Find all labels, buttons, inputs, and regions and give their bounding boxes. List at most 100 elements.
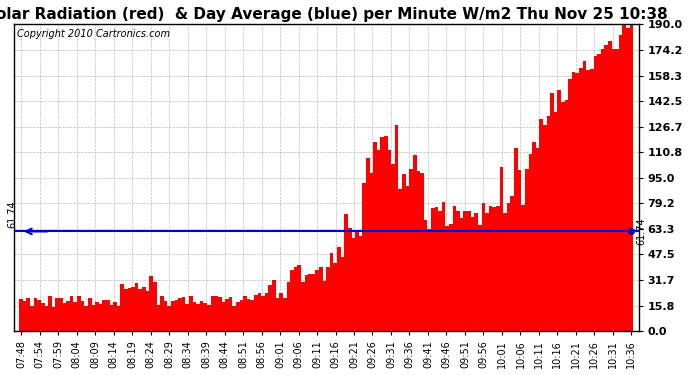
Bar: [319, 267, 323, 331]
Bar: [561, 102, 564, 331]
Bar: [315, 270, 319, 331]
Bar: [279, 293, 283, 331]
Bar: [622, 24, 626, 331]
Bar: [92, 305, 95, 331]
Bar: [312, 274, 315, 331]
Bar: [88, 298, 92, 331]
Bar: [391, 164, 395, 331]
Bar: [413, 155, 417, 331]
Bar: [120, 284, 124, 331]
Bar: [601, 49, 604, 331]
Bar: [435, 207, 438, 331]
Bar: [189, 296, 193, 331]
Bar: [149, 276, 153, 331]
Bar: [157, 305, 160, 331]
Bar: [333, 263, 337, 331]
Bar: [26, 297, 30, 331]
Bar: [493, 207, 496, 331]
Bar: [590, 69, 593, 331]
Bar: [146, 291, 149, 331]
Bar: [518, 170, 521, 331]
Bar: [449, 224, 453, 331]
Bar: [442, 202, 446, 331]
Bar: [629, 24, 633, 331]
Bar: [153, 282, 157, 331]
Bar: [579, 68, 582, 331]
Bar: [489, 206, 493, 331]
Bar: [113, 302, 117, 331]
Bar: [366, 158, 370, 331]
Bar: [611, 49, 615, 331]
Bar: [99, 304, 102, 331]
Bar: [175, 300, 178, 331]
Bar: [110, 305, 113, 331]
Bar: [496, 207, 500, 331]
Bar: [117, 306, 120, 331]
Bar: [337, 247, 341, 331]
Bar: [52, 307, 55, 331]
Bar: [262, 296, 265, 331]
Bar: [204, 303, 207, 331]
Bar: [290, 270, 294, 331]
Title: Solar Radiation (red)  & Day Average (blue) per Minute W/m2 Thu Nov 25 10:38: Solar Radiation (red) & Day Average (blu…: [0, 7, 668, 22]
Bar: [521, 206, 525, 331]
Bar: [178, 298, 181, 331]
Bar: [308, 273, 312, 331]
Bar: [529, 154, 532, 331]
Bar: [564, 100, 569, 331]
Bar: [485, 213, 489, 331]
Bar: [377, 150, 380, 331]
Bar: [615, 49, 619, 331]
Bar: [420, 173, 424, 331]
Bar: [582, 61, 586, 331]
Bar: [102, 300, 106, 331]
Bar: [478, 225, 482, 331]
Bar: [45, 306, 48, 331]
Bar: [453, 206, 456, 331]
Bar: [532, 142, 535, 331]
Bar: [221, 302, 225, 331]
Bar: [362, 183, 366, 331]
Bar: [409, 170, 413, 331]
Bar: [283, 298, 286, 331]
Bar: [297, 265, 301, 331]
Bar: [77, 296, 81, 331]
Bar: [225, 299, 229, 331]
Bar: [399, 189, 402, 331]
Bar: [323, 280, 326, 331]
Bar: [546, 116, 550, 331]
Bar: [417, 171, 420, 331]
Text: Copyright 2010 Cartronics.com: Copyright 2010 Cartronics.com: [17, 29, 170, 39]
Bar: [81, 301, 84, 331]
Bar: [70, 296, 73, 331]
Bar: [139, 290, 142, 331]
Bar: [572, 72, 575, 331]
Bar: [128, 288, 131, 331]
Bar: [268, 285, 272, 331]
Bar: [41, 303, 45, 331]
Bar: [37, 300, 41, 331]
Bar: [402, 174, 406, 331]
Bar: [384, 136, 388, 331]
Bar: [535, 147, 540, 331]
Bar: [626, 28, 629, 331]
Bar: [586, 70, 590, 331]
Bar: [304, 275, 308, 331]
Bar: [597, 54, 601, 331]
Bar: [467, 211, 471, 331]
Bar: [247, 299, 250, 331]
Bar: [59, 298, 63, 331]
Bar: [554, 112, 558, 331]
Bar: [135, 283, 139, 331]
Bar: [63, 303, 66, 331]
Bar: [569, 79, 572, 331]
Bar: [380, 137, 384, 331]
Bar: [73, 302, 77, 331]
Bar: [330, 253, 333, 331]
Bar: [395, 125, 399, 331]
Bar: [19, 299, 23, 331]
Bar: [471, 217, 474, 331]
Bar: [604, 45, 608, 331]
Bar: [370, 173, 373, 331]
Bar: [474, 213, 478, 331]
